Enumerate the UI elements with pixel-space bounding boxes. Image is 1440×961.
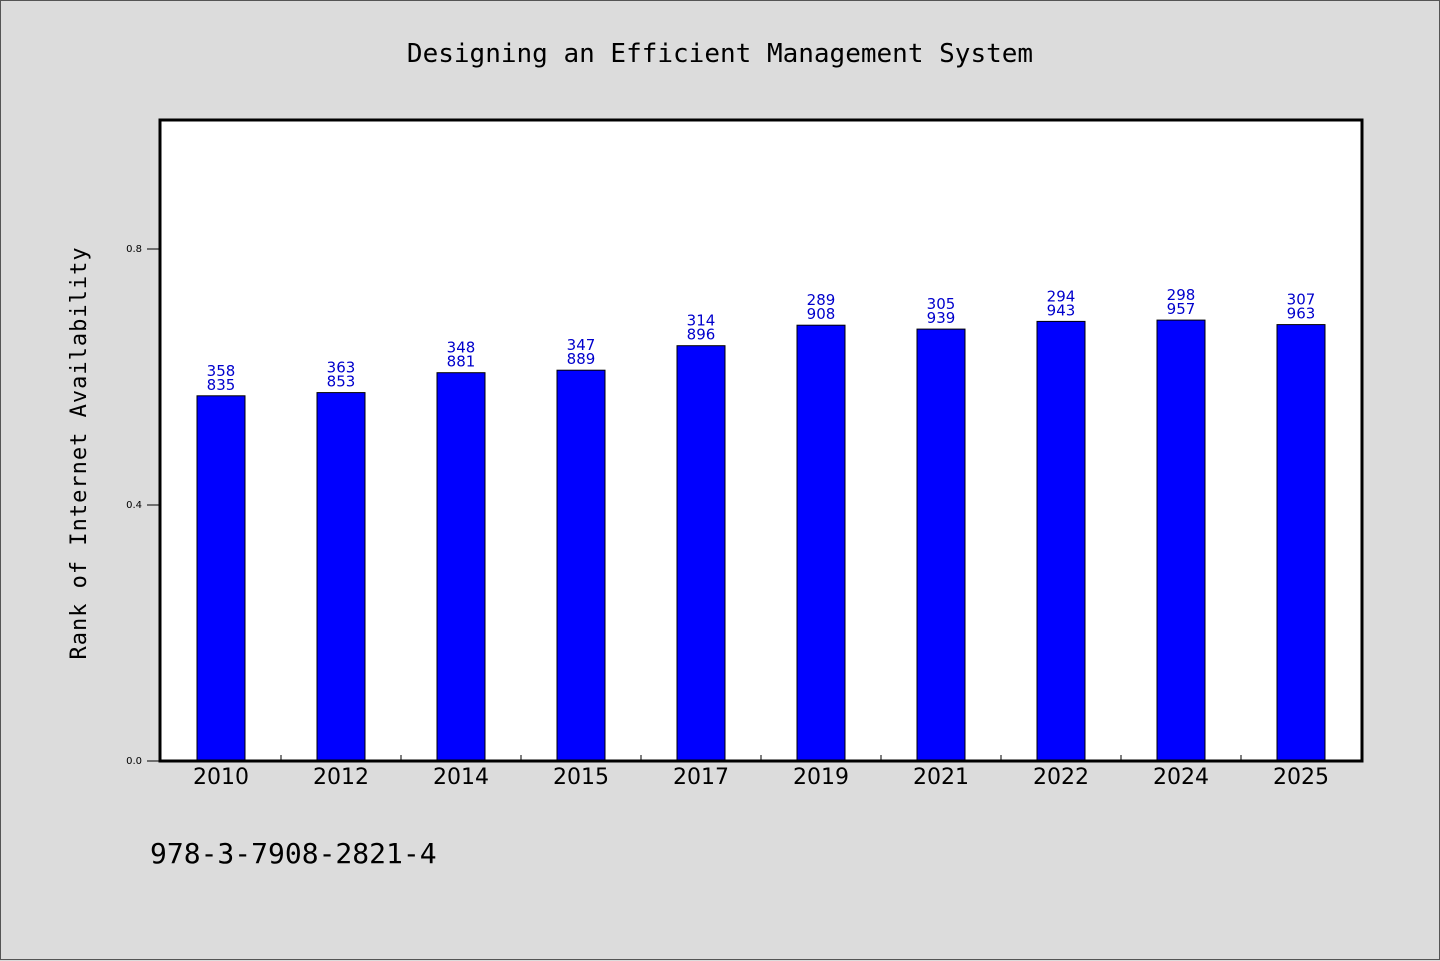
x-tick-label: 2024 <box>1153 765 1209 790</box>
isbn-label: 978-3-7908-2821-4 <box>150 837 437 870</box>
x-tick-label: 2010 <box>193 765 249 790</box>
data-label-lower: 939 <box>927 309 956 327</box>
data-label-upper: 363 <box>327 359 356 377</box>
chart-title: Designing an Efficient Management System <box>407 39 1033 69</box>
x-tick-label: 2012 <box>313 765 369 790</box>
y-tick-label: 0.0 <box>126 756 142 767</box>
plot-border <box>158 118 1364 763</box>
data-label-lower: 889 <box>567 350 596 368</box>
data-label-upper: 358 <box>207 362 236 380</box>
x-tick-label: 2022 <box>1033 765 1089 790</box>
data-label-upper: 347 <box>567 336 596 354</box>
x-tick-label: 2014 <box>433 765 489 790</box>
y-tick-label: 0.4 <box>126 500 142 511</box>
bar-2022 <box>1036 320 1086 762</box>
bar-2010 <box>196 395 246 762</box>
data-label-lower: 963 <box>1287 305 1316 323</box>
bar-2014 <box>436 372 486 762</box>
bar-2015 <box>556 369 606 762</box>
bar-2024 <box>1156 319 1206 762</box>
data-label-lower: 853 <box>327 373 356 391</box>
data-label-lower: 835 <box>207 376 236 394</box>
x-tick-label: 2017 <box>673 765 729 790</box>
bar-2012 <box>316 392 366 762</box>
data-labels-layer: 3588353638533488813478893148962899083059… <box>207 286 1316 394</box>
data-label-lower: 943 <box>1047 301 1076 319</box>
data-label-lower: 896 <box>687 326 716 344</box>
data-label-upper: 314 <box>687 312 716 330</box>
bars-layer <box>196 319 1326 762</box>
data-label-upper: 289 <box>807 291 836 309</box>
y-axis-label: Rank of Internet Availability <box>67 246 92 659</box>
data-label-upper: 305 <box>927 295 956 313</box>
x-tick-label: 2015 <box>553 765 609 790</box>
x-tick-label: 2019 <box>793 765 849 790</box>
axis-ticks-layer: 2010 2012 2014 2015 2017 2019 2021 2022 2024 2025… <box>126 244 1329 790</box>
x-tick-label: 2021 <box>913 765 969 790</box>
bar-2017 <box>676 345 726 762</box>
bar-2025 <box>1276 324 1326 762</box>
data-label-lower: 881 <box>447 353 476 371</box>
data-label-upper: 348 <box>447 339 476 357</box>
data-label-lower: 908 <box>807 305 836 323</box>
y-tick-label: 0.8 <box>126 244 142 255</box>
x-tick-label: 2025 <box>1273 765 1329 790</box>
data-label-lower: 957 <box>1167 300 1196 318</box>
data-label-upper: 298 <box>1167 286 1196 304</box>
bar-2021 <box>916 328 966 762</box>
bar-2019 <box>796 324 846 762</box>
data-label-upper: 307 <box>1287 291 1316 309</box>
data-label-upper: 294 <box>1047 287 1076 305</box>
